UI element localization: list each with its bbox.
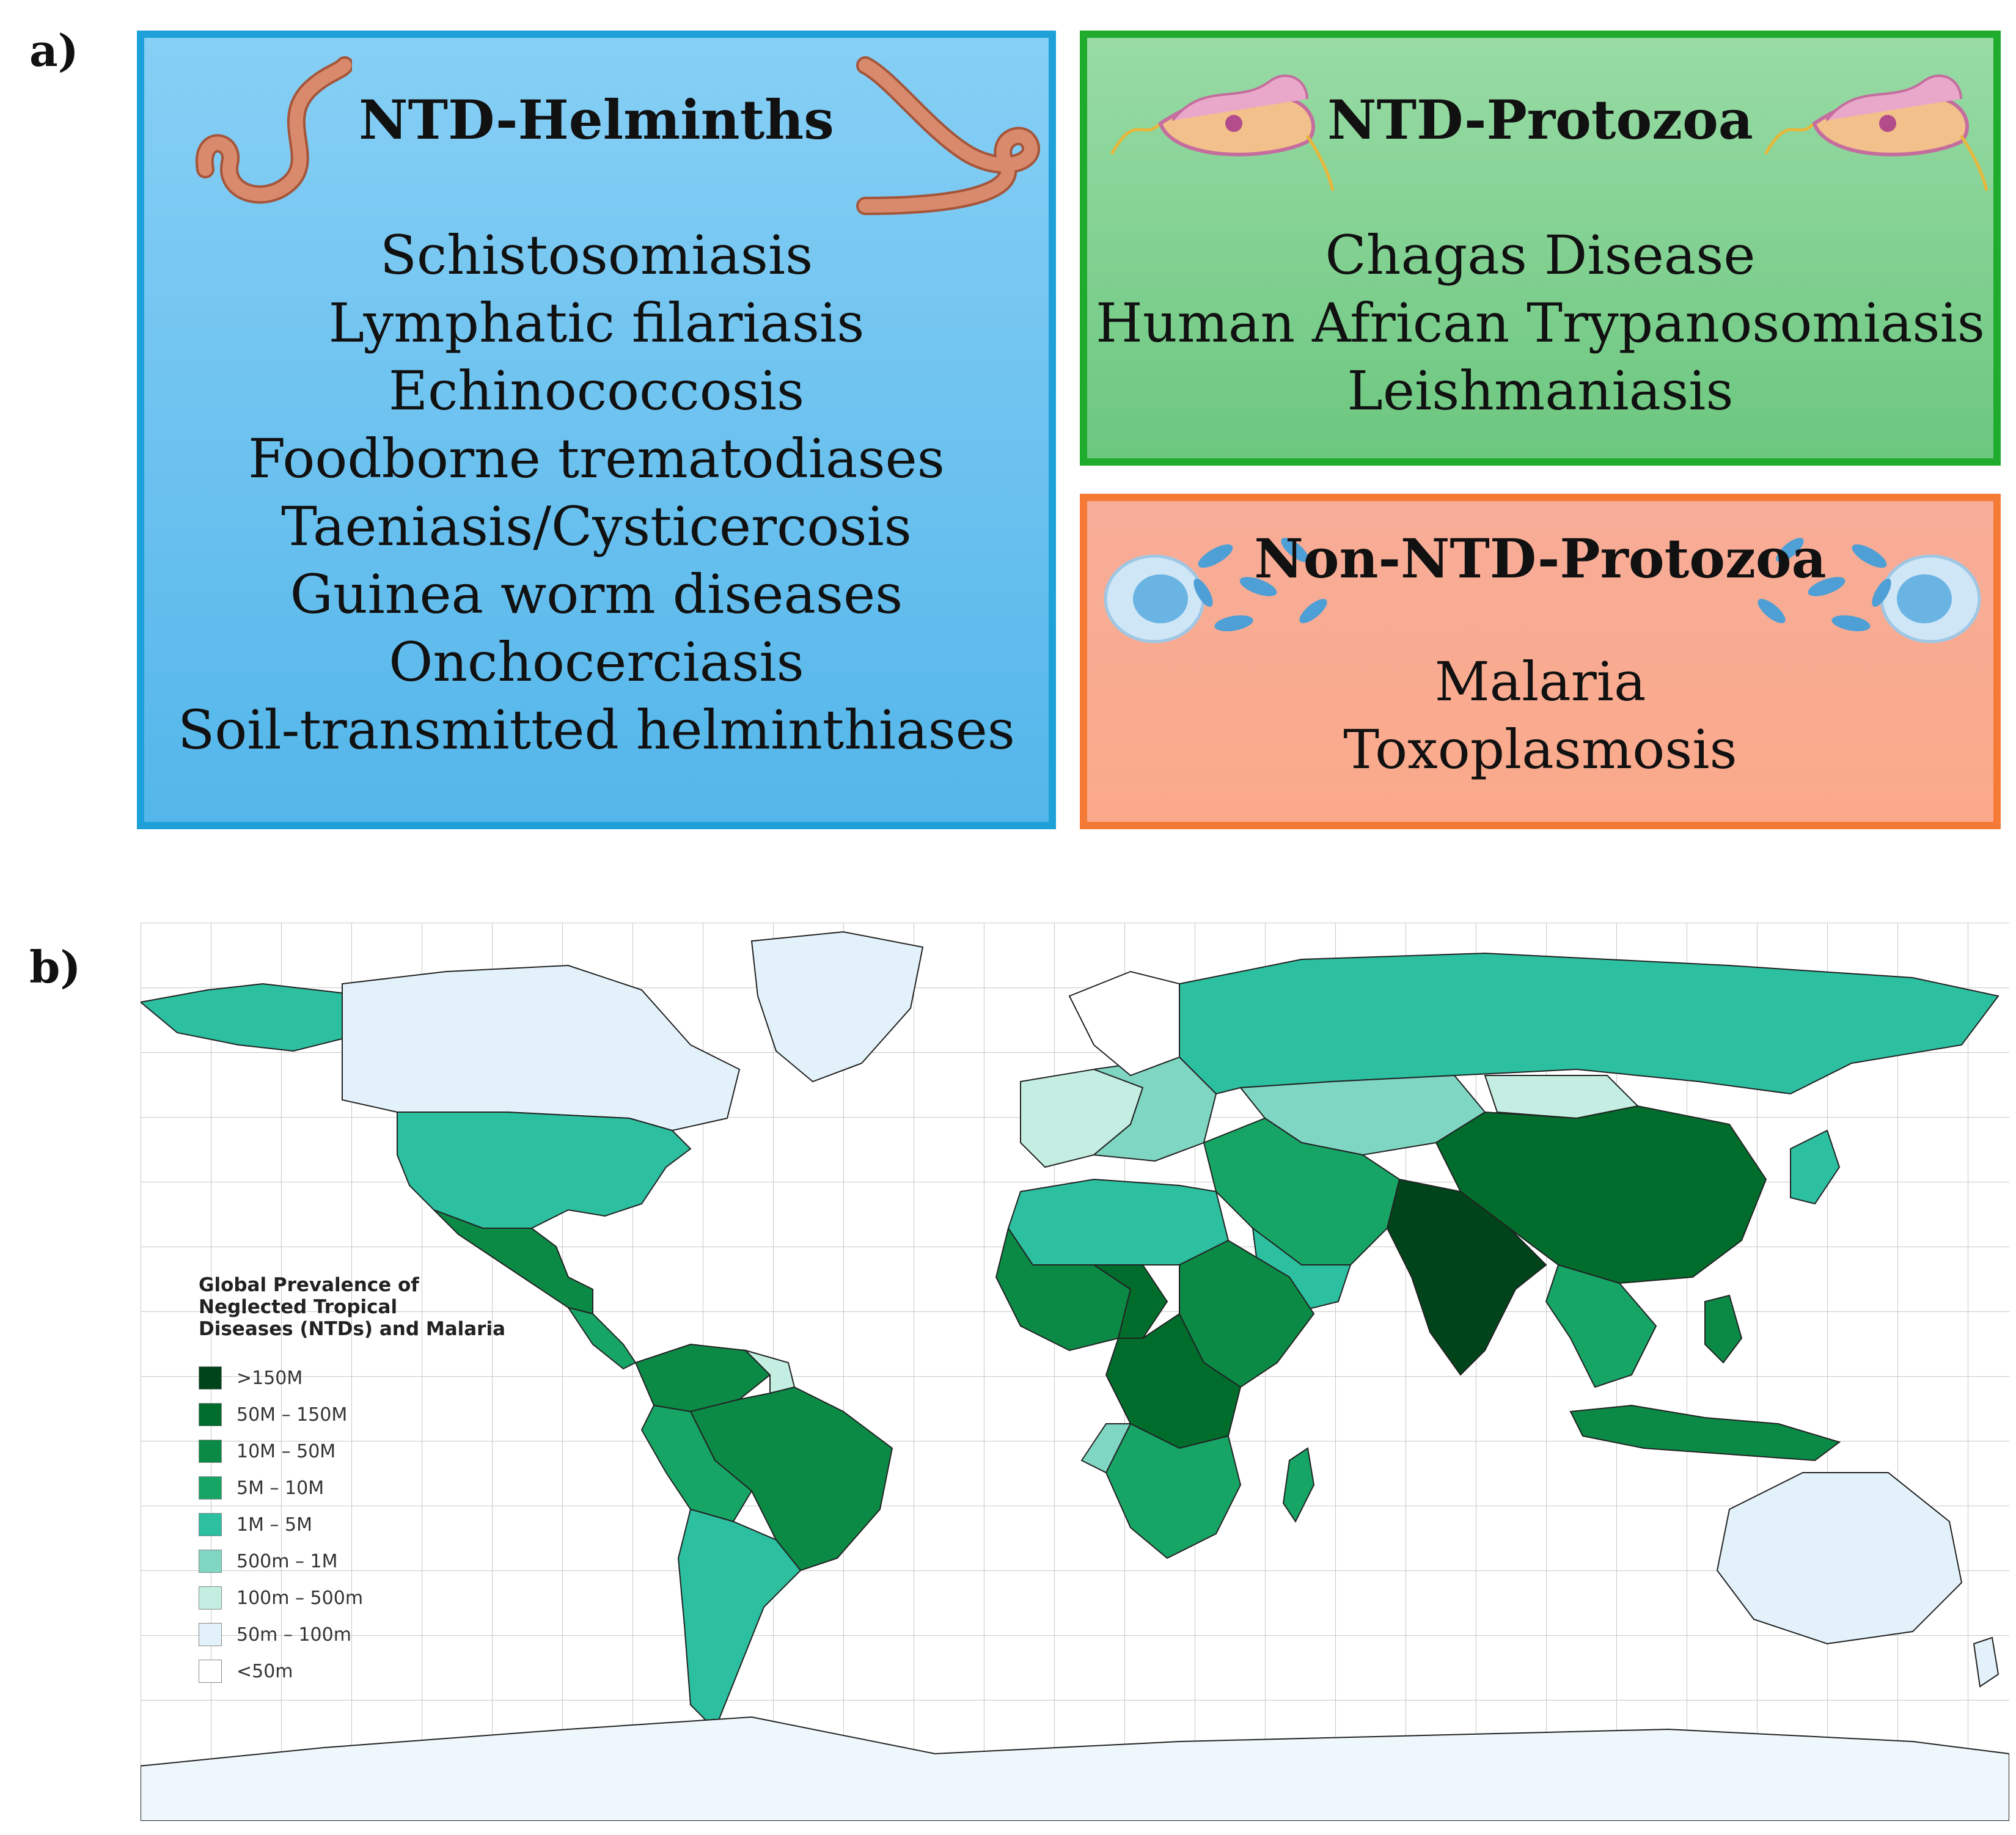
region-central-africa [1105,1313,1242,1449]
legend-label: 10M – 50M [236,1440,336,1462]
legend-title-line: Neglected Tropical [199,1296,398,1318]
legend-item: 500m – 1M [199,1543,565,1580]
parasite-cell-illustration-left [1104,538,1327,643]
legend-title: Global Prevalence of Neglected Tropical … [199,1274,565,1340]
region-southeast-asia [1545,1264,1657,1388]
region-india [1386,1178,1547,1376]
legend-item: 1M – 5M [199,1506,565,1543]
legend-item: 5M – 10M [199,1470,565,1506]
disease-item: Human African Trypanosomiasis [1096,291,1985,354]
legend-label: 500m – 1M [236,1550,338,1572]
region-indonesia [1569,1404,1841,1462]
disease-item: Malaria [1434,650,1646,713]
region-angola-namibia [1080,1423,1132,1474]
ntd-helminths-title: NTD-Helminths [359,88,834,152]
non-ntd-protozoa-box: Non-NTD-Protozoa Malaria Toxoplasmosis [1080,494,2001,829]
legend-swatch [199,1660,222,1683]
disease-item: Foodborne trematodiases [248,427,945,490]
disease-item: Chagas Disease [1325,224,1756,287]
world-prevalence-map [141,923,2009,1821]
disease-item: Lymphatic filariasis [328,291,865,354]
disease-item: Schistosomiasis [379,224,813,287]
legend-item: >150M [199,1360,565,1396]
ntd-protozoa-list: Chagas Disease Human African Trypanosomi… [1087,221,1993,425]
legend-swatch [199,1586,222,1610]
region-australia [1716,1472,1963,1645]
region-japan [1790,1129,1841,1205]
region-usa [397,1112,692,1229]
disease-item: Taeniasis/Cysticercosis [281,495,912,558]
ntd-protozoa-title: NTD-Protozoa [1327,88,1753,152]
legend-label: 5M – 10M [236,1477,324,1499]
region-greenland [750,931,924,1083]
legend-swatch [199,1513,222,1536]
map-legend: Global Prevalence of Neglected Tropical … [199,1274,565,1690]
worm-illustration-right [856,56,1040,215]
region-mexico [433,1209,593,1315]
legend-swatch [199,1440,222,1463]
legend-item: 10M – 50M [199,1433,565,1470]
region-madagascar [1282,1447,1315,1523]
legend-label: 1M – 5M [236,1514,313,1536]
legend-label: 50m – 100m [236,1624,351,1646]
legend-label: 100m – 500m [236,1587,364,1609]
legend-item: 50M – 150M [199,1396,565,1433]
ntd-protozoa-box: NTD-Protozoa Chagas Disease Human Africa… [1080,31,2001,466]
parasite-cell-illustration-right [1758,538,1981,643]
legend-swatch [199,1623,222,1646]
ntd-helminths-box: NTD-Helminths Schistosomiasis Lymphatic … [137,31,1056,829]
legend-item: 50m – 100m [199,1616,565,1653]
disease-item: Echinococcosis [388,359,805,422]
legend-item: 100m – 500m [199,1580,565,1616]
legend-label: >150M [236,1367,303,1389]
worm-illustration-left [195,56,352,204]
legend-item: <50m [199,1653,565,1690]
legend-swatch [199,1403,222,1426]
disease-item: Onchocerciasis [389,631,804,694]
legend-swatch [199,1476,222,1500]
region-antarctica [141,1716,2009,1821]
legend-title-line: Diseases (NTDs) and Malaria [199,1318,505,1340]
disease-item: Toxoplasmosis [1343,718,1737,781]
panel-b-label: b) [29,941,81,993]
legend-swatch [199,1550,222,1573]
region-southern-africa [1105,1423,1242,1559]
disease-item: Guinea worm diseases [290,563,903,626]
panel-a-label: a) [29,24,79,76]
non-ntd-protozoa-list: Malaria Toxoplasmosis [1087,648,1993,783]
legend-label: 50M – 150M [236,1404,348,1426]
world-map-svg [141,923,2009,1821]
ntd-helminths-list: Schistosomiasis Lymphatic filariasis Ech… [144,221,1049,764]
legend-title-line: Global Prevalence of [199,1274,419,1296]
non-ntd-protozoa-title: Non-NTD-Protozoa [1254,527,1827,590]
region-new-zealand [1973,1636,2000,1688]
region-russia [1179,952,2000,1095]
region-philippines [1704,1294,1743,1364]
disease-item: Leishmaniasis [1347,359,1734,422]
trypanosome-illustration-left [1110,74,1335,191]
disease-item: Soil-transmitted helminthiases [178,698,1015,761]
legend-label: <50m [236,1660,293,1682]
region-argentina-chile [677,1508,802,1731]
region-north-africa [1007,1178,1230,1265]
legend-swatch [199,1366,222,1390]
trypanosome-illustration-right [1764,74,1989,191]
